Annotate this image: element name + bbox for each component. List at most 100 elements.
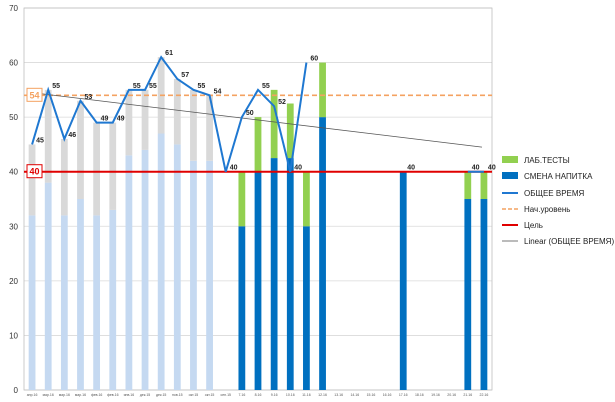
x-tick-label: 18.16	[415, 393, 424, 397]
bar-smena-napitka	[286, 158, 294, 390]
bg-bar-lower	[157, 133, 165, 390]
bar-lab-testy	[303, 171, 310, 227]
x-tick-label: 22.16	[480, 393, 489, 397]
x-tick-label: фев.16	[91, 393, 103, 397]
bg-bar-lower	[206, 160, 213, 390]
data-label: 40	[230, 165, 238, 172]
data-label: 55	[197, 83, 205, 90]
bg-bar-lower	[125, 155, 133, 390]
legend-label: Linear (ОБЩЕЕ ВРЕМЯ)	[524, 237, 614, 246]
bg-bar-upper	[109, 122, 117, 210]
legend-label: Нач.уровень	[524, 205, 570, 214]
bg-bar-lower	[77, 199, 84, 390]
x-tick-label: 15.16	[367, 393, 376, 397]
x-tick-label: нов.15	[172, 393, 183, 397]
data-label: 45	[36, 137, 44, 144]
x-tick-label: фев.16	[107, 393, 119, 397]
x-tick-label: 8.16	[255, 393, 262, 397]
y-tick-label: 10	[9, 331, 18, 340]
x-tick-label: мар.16	[43, 393, 54, 397]
bar-smena-napitka	[238, 226, 246, 390]
y-tick-label: 60	[9, 59, 18, 68]
data-label: 55	[262, 83, 270, 90]
data-label: 55	[133, 83, 141, 90]
y-tick-label: 70	[9, 4, 18, 13]
x-tick-label: окт.15	[205, 393, 215, 397]
bar-lab-testy	[238, 171, 246, 227]
bar-lab-testy	[254, 117, 262, 172]
bg-bar-upper	[141, 89, 149, 150]
data-label: 40	[472, 165, 480, 172]
data-label: 40	[294, 165, 302, 172]
x-tick-label: дек.15	[140, 393, 150, 397]
data-label: 52	[278, 99, 286, 106]
bg-bar-lower	[109, 209, 117, 390]
legend-label: СМЕНА НАПИТКА	[524, 172, 593, 181]
x-tick-label: дек.15	[156, 393, 166, 397]
data-label: 57	[181, 72, 189, 79]
bar-smena-napitka	[319, 117, 326, 391]
bg-bar-lower	[44, 182, 52, 390]
data-label: 61	[165, 50, 173, 57]
x-tick-label: 11.16	[302, 393, 311, 397]
x-tick-label: апр.16	[27, 393, 38, 397]
bar-smena-napitka	[464, 199, 472, 390]
bar-smena-napitka	[254, 171, 262, 390]
y-tick-label: 50	[9, 113, 18, 122]
legend-swatch	[502, 156, 518, 163]
legend-label: ОБЩЕЕ ВРЕМЯ	[524, 189, 585, 198]
x-tick-label: 17.16	[399, 393, 408, 397]
data-label: 53	[84, 94, 92, 101]
y-tick-label: 40	[9, 168, 18, 177]
bg-bar-lower	[190, 160, 197, 390]
bg-bar-upper	[125, 89, 133, 156]
data-label: 54	[214, 88, 222, 95]
bar-smena-napitka	[303, 226, 310, 390]
x-tick-label: мар.16	[59, 393, 70, 397]
bg-bar-upper	[28, 144, 36, 216]
target-badge: 40	[29, 167, 39, 177]
x-tick-label: 7.16	[238, 393, 245, 397]
data-label: 55	[52, 83, 60, 90]
legend-swatch	[502, 172, 518, 179]
legend-label: Цель	[524, 221, 543, 230]
bg-bar-upper	[60, 138, 68, 216]
bar-smena-napitka	[270, 158, 278, 390]
y-tick-label: 30	[9, 222, 18, 231]
data-label: 46	[68, 132, 76, 139]
data-label: 55	[149, 83, 157, 90]
data-label: 60	[310, 56, 318, 63]
y-tick-label: 0	[14, 386, 19, 395]
total-time-line	[31, 55, 308, 172]
bg-bar-upper	[206, 95, 213, 161]
data-label: 50	[246, 110, 254, 117]
x-tick-label: 19.16	[431, 393, 440, 397]
data-label: 49	[117, 116, 125, 123]
bg-bar-upper	[93, 122, 101, 216]
data-label: 49	[101, 116, 109, 123]
bar-lab-testy	[480, 171, 488, 199]
bg-bar-lower	[173, 144, 181, 390]
x-tick-label: 20.16	[447, 393, 456, 397]
bg-bar-lower	[141, 149, 149, 390]
x-tick-label: сен.15	[220, 393, 231, 397]
target-badge-box	[26, 164, 43, 179]
bg-bar-upper	[77, 100, 84, 199]
data-label: 40	[407, 165, 415, 172]
bar-lab-testy	[464, 171, 472, 199]
bg-bar-upper	[190, 89, 197, 161]
bg-bar-lower	[28, 215, 36, 390]
x-tick-label: 12.16	[318, 393, 327, 397]
start-level-badge-box	[26, 87, 43, 102]
x-tick-label: мар.16	[75, 393, 86, 397]
bg-bar-upper	[44, 89, 52, 183]
x-tick-label: 21.16	[463, 393, 472, 397]
bar-lab-testy	[270, 89, 278, 159]
x-tick-label: 16.16	[383, 393, 392, 397]
bg-bar-upper	[173, 78, 181, 145]
x-tick-label: 14.16	[350, 393, 359, 397]
x-tick-label: янв.16	[124, 393, 135, 397]
x-tick-label: окт.15	[189, 393, 199, 397]
y-tick-label: 20	[9, 277, 18, 286]
